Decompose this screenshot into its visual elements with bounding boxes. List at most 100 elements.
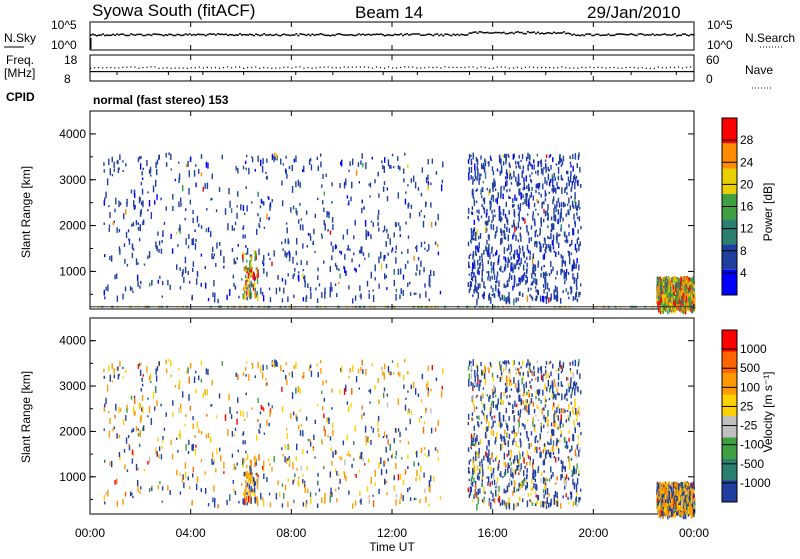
velocity-cell bbox=[307, 451, 308, 454]
power-cell bbox=[386, 229, 387, 233]
nave-sample bbox=[251, 67, 252, 68]
velocity-cell bbox=[276, 493, 277, 499]
velocity-cell bbox=[509, 458, 510, 461]
power-cell bbox=[509, 197, 510, 199]
velocity-cell bbox=[543, 477, 544, 484]
power-cell bbox=[511, 275, 512, 280]
velocity-cell bbox=[509, 395, 510, 398]
power-cell bbox=[568, 224, 569, 227]
power-cell bbox=[671, 278, 672, 282]
noise-sample bbox=[491, 32, 493, 34]
power-cell bbox=[242, 293, 243, 299]
velocity-cell bbox=[424, 447, 425, 449]
velocity-cell bbox=[482, 469, 483, 473]
freq-sample bbox=[281, 71, 283, 72]
power-cell bbox=[386, 264, 387, 268]
power-cell bbox=[529, 195, 530, 198]
velocity-cell bbox=[368, 390, 369, 392]
velocity-cell bbox=[529, 381, 530, 384]
power-cell bbox=[310, 158, 311, 162]
velocity-cell bbox=[506, 408, 507, 413]
noise-sample bbox=[551, 33, 553, 35]
nave-sample bbox=[448, 67, 449, 68]
mode-text: normal (fast stereo) 153 bbox=[93, 93, 229, 107]
power-cell bbox=[267, 176, 268, 180]
velocity-cell bbox=[207, 369, 208, 375]
noise-sample bbox=[438, 35, 440, 37]
power-cell bbox=[300, 260, 301, 265]
velocity-cell bbox=[570, 368, 571, 371]
velocity-cell bbox=[395, 456, 396, 458]
nave-sample bbox=[360, 67, 361, 68]
power-cell bbox=[507, 296, 508, 302]
noise-sample bbox=[150, 35, 152, 37]
velocity-cell bbox=[567, 410, 568, 412]
velocity-cell bbox=[533, 459, 534, 465]
velocity-cell bbox=[507, 486, 508, 493]
power-cell bbox=[508, 196, 509, 199]
power-cell bbox=[253, 272, 254, 277]
noise-sample bbox=[376, 33, 378, 35]
noise-sample bbox=[94, 34, 96, 36]
velocity-cell bbox=[295, 362, 296, 369]
nave-sample bbox=[396, 67, 397, 68]
velocity-cell bbox=[541, 366, 542, 373]
velocity-cell bbox=[500, 444, 501, 451]
power-cell bbox=[407, 283, 408, 287]
velocity-cell bbox=[166, 412, 167, 416]
power-cell bbox=[561, 208, 562, 214]
noise-sample bbox=[305, 35, 307, 37]
freq-sample bbox=[460, 71, 462, 72]
velocity-cell bbox=[390, 444, 391, 451]
velocity-cell bbox=[529, 443, 530, 449]
nave-sample bbox=[122, 67, 123, 68]
velocity-cell bbox=[427, 381, 428, 387]
power-cell bbox=[476, 177, 477, 181]
velocity-cell bbox=[577, 478, 578, 484]
power-cell bbox=[134, 205, 135, 209]
velocity-cell bbox=[394, 438, 395, 443]
power-cell bbox=[574, 174, 575, 179]
velocity-cell bbox=[504, 453, 505, 460]
power-cell bbox=[508, 278, 509, 282]
velocity-cell bbox=[469, 494, 470, 498]
velocity-cell bbox=[244, 440, 245, 444]
noise-sample bbox=[634, 34, 636, 36]
power-cell bbox=[517, 182, 518, 187]
power-cell bbox=[518, 253, 519, 259]
power-cell bbox=[669, 280, 670, 283]
power-cell bbox=[558, 243, 559, 248]
velocity-cell bbox=[543, 425, 544, 429]
freq-unit-label: [MHz] bbox=[4, 66, 35, 80]
velocity-cell bbox=[286, 458, 287, 463]
noise-sample bbox=[410, 34, 412, 36]
freq-sample bbox=[418, 71, 420, 72]
power-cell bbox=[151, 212, 152, 219]
power-cell bbox=[689, 298, 690, 301]
power-cell bbox=[113, 162, 114, 168]
velocity-cell bbox=[545, 373, 546, 379]
nave-sample bbox=[392, 67, 393, 68]
velocity-cell bbox=[568, 388, 569, 392]
power-cell bbox=[287, 296, 288, 302]
nave-sample bbox=[501, 66, 502, 67]
power-cell bbox=[279, 287, 280, 291]
power-cell bbox=[246, 205, 247, 211]
power-cell bbox=[574, 183, 575, 190]
power-cell bbox=[478, 236, 479, 239]
power-cell bbox=[287, 252, 288, 255]
freq-sample bbox=[334, 71, 336, 72]
power-cell bbox=[519, 292, 520, 295]
power-cell bbox=[471, 159, 472, 164]
power-cell bbox=[552, 177, 553, 182]
noise-sample bbox=[199, 34, 201, 36]
nave-sample bbox=[589, 66, 590, 67]
power-cell bbox=[372, 290, 373, 292]
freq-sample bbox=[269, 71, 271, 72]
power-cell bbox=[476, 245, 477, 249]
velocity-cell bbox=[233, 480, 234, 484]
freq-sample bbox=[195, 71, 197, 72]
velocity-cell bbox=[332, 423, 333, 429]
power-cell bbox=[188, 271, 189, 275]
power-cell bbox=[475, 190, 476, 192]
